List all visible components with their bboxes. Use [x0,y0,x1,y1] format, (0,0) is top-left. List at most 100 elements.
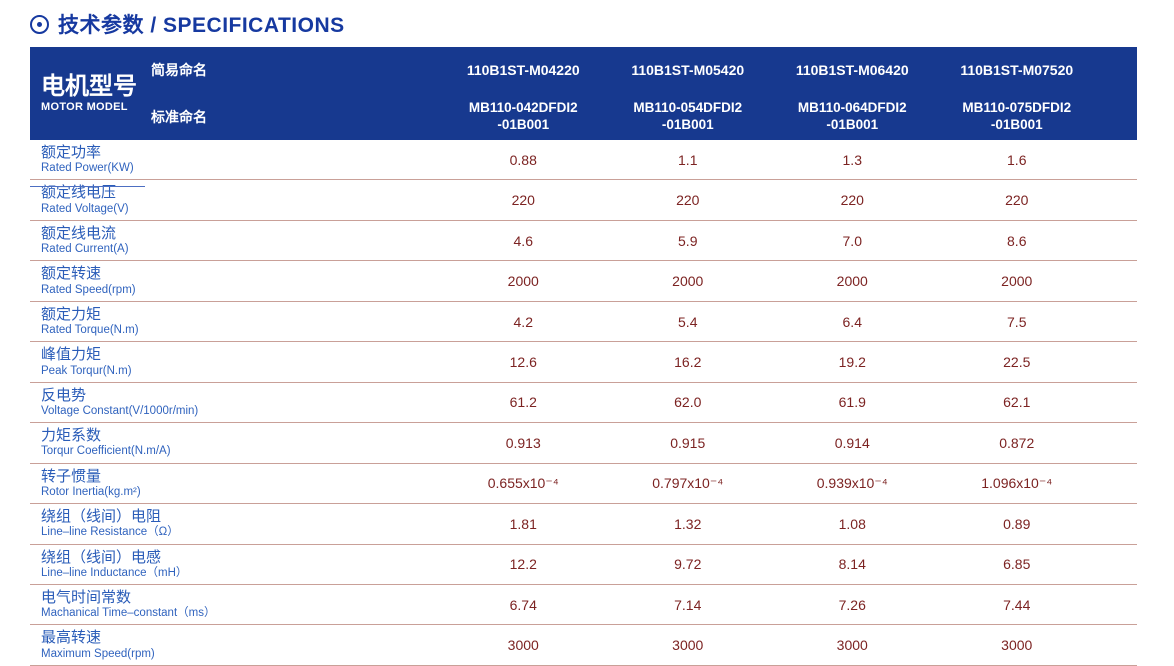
row-label-en: Voltage Constant(V/1000r/min) [41,404,199,417]
row-value: 8.6 [1007,232,1027,249]
row-value: 0.915 [670,434,706,451]
row-value: 2000 [1001,273,1033,290]
row-label-cn: 反电势 [41,386,87,404]
table-row: 力矩系数 Torqur Coefficient(N.m/A) 0.913 0.9… [30,423,1137,464]
table-header: 电机型号 MOTOR MODEL 简易命名 110B1ST-M04220 110… [30,47,1137,187]
row-value: 7.26 [838,596,866,613]
row-value: 16.2 [674,353,702,370]
table-row: 电气时间常数 Machanical Time–constant（ms） 6.74… [30,585,1137,626]
row-label-cn: 额定功率 [41,143,102,161]
row-value: 6.74 [509,596,537,613]
row-value: 5.4 [678,313,698,330]
row-label-en: Maximum Speed(rpm) [41,647,155,660]
row-value: 3000 [836,637,868,654]
row-value: 220 [676,192,700,209]
table-row: 转子惯量 Rotor Inertia(kg.m²) 0.655x10⁻⁴ 0.7… [30,464,1137,505]
row-label-en: Torqur Coefficient(N.m/A) [41,445,171,458]
row-value: 3000 [1001,637,1033,654]
spec-rows: 额定功率 Rated Power(KW) 0.88 1.1 1.3 1.6 额定… [30,140,1137,666]
header-divider-line [30,186,145,187]
row-value: 6.85 [1003,556,1031,573]
page-title-text: 技术参数 / SPECIFICATIONS [58,14,345,37]
row-label-en: Line–line Inductance（mH） [41,566,188,579]
row-value: 2000 [507,273,539,290]
row-label-en: Rated Torque(N.m) [41,324,139,337]
circled-dot-icon [30,14,49,34]
row-value: 0.872 [999,434,1035,451]
table-row: 最高转速 Maximum Speed(rpm) 3000 3000 3000 3… [30,625,1137,666]
row-value: 3000 [672,637,704,654]
row-label-cell: 力矩系数 Torqur Coefficient(N.m/A) [30,427,441,458]
row-label-cell: 额定转速 Rated Speed(rpm) [30,265,441,296]
model-column-standard-1: MB110-042DFDI2 -01B001 [468,99,578,132]
table-row: 反电势 Voltage Constant(V/1000r/min) 61.2 6… [30,383,1137,424]
row-value: 5.9 [678,232,698,249]
row-value: 0.88 [509,151,537,168]
table-row: 绕组（线间）电阻 Line–line Resistance（Ω） 1.81 1.… [30,504,1137,545]
table-row: 峰值力矩 Peak Torqur(N.m) 12.6 16.2 19.2 22.… [30,342,1137,383]
model-column-standard-4: MB110-075DFDI2 -01B001 [962,99,1072,132]
row-value: 1.096x10⁻⁴ [981,474,1053,491]
model-column-simple-4: 110B1ST-M07520 [960,62,1074,79]
row-value: 3000 [507,637,539,654]
row-value: 4.2 [513,313,533,330]
row-label-cn: 绕组（线间）电感 [41,548,162,566]
row-label-cn: 最高转速 [41,629,102,647]
motor-model-header-cell: 电机型号 MOTOR MODEL [30,47,145,140]
row-label-cn: 电气时间常数 [41,588,132,606]
row-value: 61.2 [509,394,537,411]
row-label-en: Rated Speed(rpm) [41,283,136,296]
row-value: 12.2 [509,556,537,573]
motor-model-label-en: MOTOR MODEL [41,101,128,114]
row-label-cn: 力矩系数 [41,427,102,445]
row-value: 7.14 [674,596,702,613]
model-column-simple-2: 110B1ST-M05420 [631,62,745,79]
row-value: 0.913 [505,434,541,451]
row-label-en: Rated Current(A) [41,243,129,256]
row-label-cell: 绕组（线间）电感 Line–line Inductance（mH） [30,549,441,580]
row-label-en: Rated Voltage(V) [41,202,129,215]
row-label-cell: 额定线电压 Rated Voltage(V) [30,184,441,215]
row-value: 9.72 [674,556,702,573]
row-label-cn: 额定转速 [41,265,102,283]
row-value: 61.9 [838,394,866,411]
row-value: 1.1 [678,151,698,168]
row-value: 0.89 [1003,515,1031,532]
row-label-cell: 最高转速 Maximum Speed(rpm) [30,629,441,660]
simple-name-label: 简易命名 [151,62,207,79]
row-value: 62.0 [674,394,702,411]
standard-name-label: 标准命名 [151,108,207,125]
row-value: 4.6 [513,232,533,249]
row-value: 0.655x10⁻⁴ [487,474,559,491]
row-label-cn: 绕组（线间）电阻 [41,508,162,526]
row-label-en: Peak Torqur(N.m) [41,364,132,377]
model-column-standard-3: MB110-064DFDI2 -01B001 [797,99,907,132]
row-label-en: Line–line Resistance（Ω） [41,526,179,539]
row-label-en: Rated Power(KW) [41,162,134,175]
row-value: 19.2 [838,353,866,370]
row-value: 1.32 [674,515,702,532]
row-label-cn: 转子惯量 [41,467,102,485]
row-value: 220 [511,192,535,209]
row-value: 1.81 [509,515,537,532]
motor-model-label-cn: 电机型号 [41,72,137,100]
table-row: 绕组（线间）电感 Line–line Inductance（mH） 12.2 9… [30,545,1137,585]
row-value: 8.14 [838,556,866,573]
row-label-cn: 额定线电流 [41,224,117,242]
row-value: 1.3 [842,151,862,168]
row-label-cell: 转子惯量 Rotor Inertia(kg.m²) [30,468,441,499]
row-label-cn: 额定力矩 [41,305,102,323]
row-label-cell: 峰值力矩 Peak Torqur(N.m) [30,346,441,377]
row-label-cell: 额定功率 Rated Power(KW) [30,144,441,175]
page-title: 技术参数 / SPECIFICATIONS [30,9,345,39]
row-label-cell: 电气时间常数 Machanical Time–constant（ms） [30,589,441,620]
row-label-en: Rotor Inertia(kg.m²) [41,485,141,498]
row-value: 1.08 [838,515,866,532]
specifications-table: 电机型号 MOTOR MODEL 简易命名 110B1ST-M04220 110… [30,47,1137,666]
row-value: 12.6 [509,353,537,370]
model-column-standard-2: MB110-054DFDI2 -01B001 [633,99,743,132]
row-value: 0.939x10⁻⁴ [816,474,888,491]
row-label-en: Machanical Time–constant（ms） [41,607,216,620]
row-value: 22.5 [1003,353,1031,370]
row-value: 0.914 [834,434,870,451]
